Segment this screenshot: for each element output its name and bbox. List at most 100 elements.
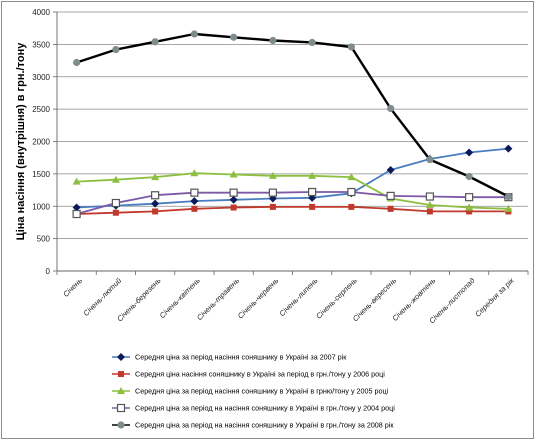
data-point [111,175,120,183]
data-point [112,45,120,54]
x-tick-label: Січень-червень [236,276,281,321]
series-line [76,191,509,215]
data-point [111,198,120,208]
x-tick-label: Середня за рік [473,276,516,319]
data-point [268,171,277,179]
data-point [348,203,355,210]
data-point [72,209,81,219]
data-point [465,203,474,211]
series-3 [72,169,513,212]
legend-label: Середня ціна за період насіння соняшнику… [135,353,347,362]
legend-item: Середня ціна за період на насіння соняшн… [112,421,394,430]
series-line [76,172,509,210]
legend-marker [117,387,125,394]
data-point [72,203,81,212]
legend-item: Середня ціна за період насіння соняшнику… [112,353,347,362]
data-point [347,43,355,51]
data-point [229,188,238,197]
y-tick-labels: 0 500 1000 1500 2000 2500 3000 3500 4000 [32,8,50,276]
x-tick-labels: СіченьСічень-лютийСічень-березеньСічень-… [61,275,516,325]
data-point [151,38,159,46]
data-point [229,195,238,204]
x-tick-label: Січень-серпень [314,276,359,321]
legend-label: Середня ціна за період на насіння соняшн… [135,404,395,413]
data-point [386,165,395,174]
data-point [347,187,356,197]
data-point [308,187,317,197]
data-point [229,170,238,178]
x-tick-label: Січень-квітень [158,276,202,320]
data-point [465,148,474,157]
data-point [465,193,474,202]
y-tick-label: 500 [37,235,51,244]
axes [53,11,529,275]
series-4 [72,187,513,219]
legend-label: Середня ціна за період насіння соняшнику… [135,387,389,396]
data-point [191,205,198,212]
legend-item: Середня ціна за період на насіння соняшн… [112,404,395,413]
data-point [190,169,199,177]
data-point [190,30,198,38]
data-point [151,173,160,181]
y-tick-label: 1500 [32,170,50,179]
data-point [504,144,513,153]
data-point [151,199,160,208]
data-point [387,205,394,212]
data-point [308,171,317,179]
legend-marker [118,371,124,377]
data-point [309,203,316,210]
data-point [230,204,237,211]
series-2 [73,203,512,218]
data-point [426,208,433,215]
data-point [72,177,81,185]
data-point [112,209,119,216]
data-point [190,197,199,206]
data-point [268,188,277,197]
legend: Середня ціна за період насіння соняшнику… [112,353,395,430]
legend-marker [117,353,125,361]
data-point [466,208,473,215]
data-point [73,58,81,67]
y-tick-label: 3000 [32,73,50,82]
series-line [76,147,509,209]
y-tick-label: 3500 [32,40,50,49]
y-tick-label: 2500 [32,105,50,114]
data-point [386,191,395,200]
y-tick-label: 2000 [32,138,50,147]
legend-item: Середня ціна за період насіння соняшнику… [112,387,389,396]
data-point [425,200,434,208]
data-point [504,192,512,201]
data-point [269,36,277,45]
legend-label: Середня ціна за період на насіння соняшн… [135,421,394,430]
data-point [465,172,473,181]
x-tick-label: Січень [61,276,84,299]
data-point [347,173,356,181]
y-tick-label: 4000 [32,8,50,17]
data-point [230,33,238,41]
data-point [426,156,434,164]
legend-item: Середня ціна насіння соняшнику в Україні… [112,370,385,379]
legend-label: Середня ціна насіння соняшнику в Україні… [135,370,385,379]
data-point [387,104,395,113]
y-tick-label: 0 [46,267,51,276]
x-tick-label: Січень-липень [277,276,319,318]
x-tick-label: Січень-лютий [81,275,123,317]
data-point [425,192,434,201]
data-point [190,188,199,197]
series-5 [73,30,512,201]
data-point [308,38,316,47]
legend-marker [117,421,125,429]
y-tick-label: 1000 [32,202,50,211]
legend-marker [116,403,126,413]
x-tick-label: Січень-травень [195,276,241,322]
series-group [72,30,513,219]
data-point [504,204,513,212]
data-point [152,208,159,215]
series-line [76,32,509,198]
y-axis-label: Ціна насіння (внутрішня) в грн./тону [15,42,27,241]
data-point [269,203,276,210]
data-point [151,191,160,200]
series-line [76,205,509,215]
